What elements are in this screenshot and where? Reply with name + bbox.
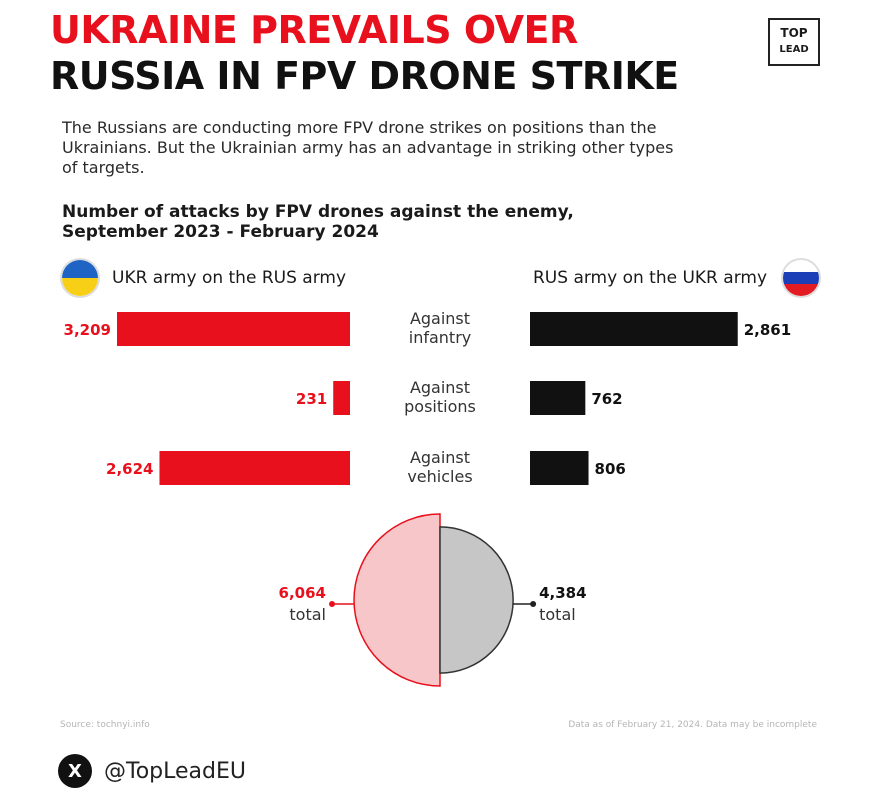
ukr-bar <box>117 312 350 346</box>
source-note: Source: tochnyi.info <box>60 720 150 730</box>
ukr-value-label: 2,624 <box>106 460 153 478</box>
ukr-total-caption: total <box>289 605 326 624</box>
rus-total-semicircle <box>439 526 514 674</box>
ukr-total-semicircle <box>353 513 441 687</box>
ukr-total-value: 6,064 <box>279 584 326 602</box>
category-label: Against positions <box>404 378 476 416</box>
ukr-bar <box>159 451 350 485</box>
legend-ukr: UKR army on the RUS army <box>60 258 346 298</box>
rus-value-label: 806 <box>595 460 626 478</box>
category-label: Against vehicles <box>407 448 472 486</box>
social-handle[interactable]: X @TopLeadEU <box>58 754 246 788</box>
top-lead-logo: TOP LEAD <box>768 18 820 66</box>
category-label-line: vehicles <box>407 467 472 486</box>
rus-bar <box>530 381 586 415</box>
category-label-line: infantry <box>409 328 471 347</box>
ukr-bar <box>333 381 350 415</box>
ukr-value-label: 3,209 <box>64 321 111 339</box>
rus-bar <box>530 451 589 485</box>
data-note: Data as of February 21, 2024. Data may b… <box>568 720 817 730</box>
legend-rus: RUS army on the UKR army <box>533 258 821 298</box>
title-line-2: RUSSIA IN FPV DRONE STRIKE <box>50 54 679 98</box>
legend-rus-label: RUS army on the UKR army <box>533 268 767 288</box>
x-logo-icon: X <box>58 754 92 788</box>
title-line-1: UKRAINE PREVAILS OVER <box>50 8 578 52</box>
russia-flag-icon <box>781 258 821 298</box>
handle-text: @TopLeadEU <box>104 758 246 784</box>
rus-value-label: 762 <box>591 390 622 408</box>
rus-total-caption: total <box>539 605 576 624</box>
category-label-line: Against <box>410 378 470 397</box>
category-label-line: Against <box>410 448 470 467</box>
logo-text-lead: LEAD <box>779 44 809 55</box>
category-label-line: positions <box>404 397 476 416</box>
rus-bar <box>530 312 738 346</box>
category-label-line: Against <box>410 309 470 328</box>
ukr-value-label: 231 <box>296 390 327 408</box>
ukr-total-leader-dot <box>329 601 335 607</box>
rus-value-label: 2,861 <box>744 321 791 339</box>
rus-total-value: 4,384 <box>539 584 586 602</box>
category-label: Against infantry <box>409 309 471 347</box>
logo-text-top: TOP <box>780 26 808 40</box>
subtitle: The Russians are conducting more FPV dro… <box>62 118 674 177</box>
legend-ukr-label: UKR army on the RUS army <box>112 268 346 288</box>
rus-total-leader-dot <box>530 601 537 607</box>
chart-title: Number of attacks by FPV drones against … <box>62 202 574 242</box>
ukraine-flag-icon <box>60 258 100 298</box>
